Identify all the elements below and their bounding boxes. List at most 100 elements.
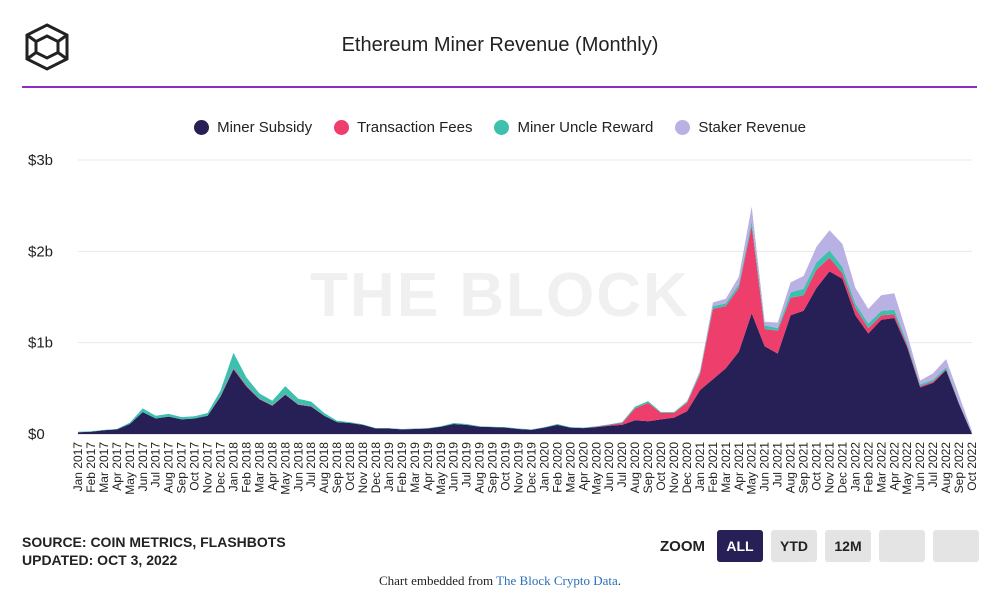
x-tick-label: Oct 2020 (654, 442, 668, 491)
x-tick-label: May 2022 (900, 442, 914, 495)
x-tick-label: Mar 2017 (97, 442, 111, 493)
x-tick-label: Apr 2021 (732, 442, 746, 491)
x-tick-label: Nov 2017 (201, 442, 215, 494)
legend-item-staker-revenue[interactable]: Staker Revenue (675, 116, 806, 138)
x-tick-label: Mar 2020 (563, 442, 577, 493)
x-tick-label: Aug 2018 (317, 442, 331, 494)
embed-suffix: . (617, 573, 621, 588)
x-tick-label: Jul 2019 (460, 442, 474, 488)
x-tick-label: Mar 2022 (874, 442, 888, 493)
x-tick-label: Jul 2021 (771, 442, 785, 488)
header-divider (22, 86, 977, 88)
x-tick-label: Aug 2021 (784, 442, 798, 494)
legend-swatch-miner-subsidy (194, 119, 210, 135)
x-tick-label: Jun 2021 (758, 442, 772, 492)
x-tick-label: Apr 2018 (265, 442, 279, 491)
zoom-controls: ZOOM ALL YTD 12M (660, 530, 979, 562)
x-tick-label: Sep 2019 (486, 442, 500, 494)
x-tick-label: Oct 2019 (499, 442, 513, 491)
x-tick-label: Oct 2018 (343, 442, 357, 491)
x-tick-label: Feb 2019 (395, 442, 409, 493)
x-tick-label: Aug 2019 (473, 442, 487, 494)
x-tick-label: Apr 2017 (110, 442, 124, 491)
x-tick-label: Dec 2019 (525, 442, 539, 494)
zoom-extra-button-2[interactable] (933, 530, 979, 562)
legend-item-miner-subsidy[interactable]: Miner Subsidy (194, 116, 312, 138)
x-tick-label: Feb 2022 (861, 442, 875, 493)
x-tick-label: May 2021 (745, 442, 759, 495)
x-tick-label: Mar 2018 (252, 442, 266, 493)
x-tick-label: Jan 2021 (693, 442, 707, 492)
legend-swatch-transaction-fees (334, 119, 350, 135)
legend-label-transaction-fees: Transaction Fees (357, 118, 473, 136)
zoom-extra-button-1[interactable] (879, 530, 925, 562)
chart-legend: Miner Subsidy Transaction Fees Miner Unc… (0, 116, 1000, 138)
embed-link[interactable]: The Block Crypto Data (496, 573, 618, 588)
x-tick-label: Nov 2021 (823, 442, 837, 494)
updated-text: UPDATED: OCT 3, 2022 (22, 552, 178, 568)
the-block-logo-icon (25, 23, 69, 71)
x-tick-label: Jun 2018 (291, 442, 305, 492)
x-tick-label: Dec 2021 (835, 442, 849, 494)
x-tick-label: May 2020 (589, 442, 603, 495)
legend-item-transaction-fees[interactable]: Transaction Fees (334, 116, 472, 138)
x-tick-label: Jul 2020 (615, 442, 629, 488)
x-tick-label: Nov 2018 (356, 442, 370, 494)
legend-swatch-staker-revenue (675, 119, 691, 135)
x-tick-label: Feb 2018 (239, 442, 253, 493)
x-tick-label: Sep 2018 (330, 442, 344, 494)
zoom-label: ZOOM (660, 537, 705, 555)
embed-credit: Chart embedded from The Block Crypto Dat… (0, 573, 1000, 589)
x-tick-label: May 2018 (278, 442, 292, 495)
legend-label-staker-revenue: Staker Revenue (698, 118, 806, 136)
x-tick-label: May 2019 (434, 442, 448, 495)
source-text: SOURCE: COIN METRICS, FLASHBOTS (22, 534, 286, 550)
y-tick-label: $3b (28, 152, 53, 169)
x-tick-label: Feb 2021 (706, 442, 720, 493)
x-tick-label: Sep 2020 (641, 442, 655, 494)
x-tick-label: Jun 2020 (602, 442, 616, 492)
y-tick-label: $2b (28, 243, 53, 260)
legend-label-miner-subsidy: Miner Subsidy (217, 118, 313, 136)
x-tick-label: Oct 2022 (965, 442, 979, 491)
x-tick-label: Aug 2020 (628, 442, 642, 494)
x-tick-label: Jun 2022 (913, 442, 927, 492)
x-tick-label: Aug 2022 (939, 442, 953, 494)
x-tick-label: Jan 2022 (848, 442, 862, 492)
x-tick-label: Apr 2022 (887, 442, 901, 491)
legend-label-miner-uncle-reward: Miner Uncle Reward (517, 118, 654, 136)
x-tick-label: Apr 2019 (421, 442, 435, 491)
x-tick-label: Sep 2021 (797, 442, 811, 494)
y-tick-label: $1b (28, 335, 53, 352)
zoom-all-button[interactable]: ALL (717, 530, 763, 562)
series-area-miner-subsidy (78, 271, 972, 434)
x-tick-label: Oct 2021 (810, 442, 824, 491)
x-tick-label: Mar 2021 (719, 442, 733, 493)
x-tick-label: Dec 2018 (369, 442, 383, 494)
legend-item-miner-uncle-reward[interactable]: Miner Uncle Reward (494, 116, 653, 138)
x-tick-label: Jul 2017 (149, 442, 163, 488)
zoom-ytd-button[interactable]: YTD (771, 530, 817, 562)
chart-header: Ethereum Miner Revenue (Monthly) (0, 0, 1000, 88)
x-tick-label: Feb 2020 (550, 442, 564, 493)
series-area-transaction-fees (78, 225, 972, 434)
x-tick-label: Jan 2019 (382, 442, 396, 492)
x-tick-label: May 2017 (123, 442, 137, 495)
zoom-12m-button[interactable]: 12M (825, 530, 871, 562)
embed-prefix: Chart embedded from (378, 573, 497, 588)
x-tick-label: Oct 2017 (188, 442, 202, 491)
x-tick-label: Sep 2022 (952, 442, 966, 494)
watermark: THE BLOCK (310, 261, 690, 330)
y-tick-label: $0 (28, 426, 45, 443)
x-tick-label: Dec 2017 (214, 442, 228, 494)
x-tick-label: Sep 2017 (175, 442, 189, 494)
x-tick-label: Dec 2020 (680, 442, 694, 494)
x-tick-label: Aug 2017 (162, 442, 176, 494)
footer-source: SOURCE: COIN METRICS, FLASHBOTS UPDATED:… (22, 533, 286, 569)
x-tick-label: Jul 2022 (926, 442, 940, 488)
x-tick-label: Jan 2017 (71, 442, 85, 492)
x-tick-label: Feb 2017 (84, 442, 98, 493)
x-tick-label: Jun 2019 (447, 442, 461, 492)
x-tick-label: Nov 2019 (512, 442, 526, 494)
x-tick-label: Jan 2020 (537, 442, 551, 492)
